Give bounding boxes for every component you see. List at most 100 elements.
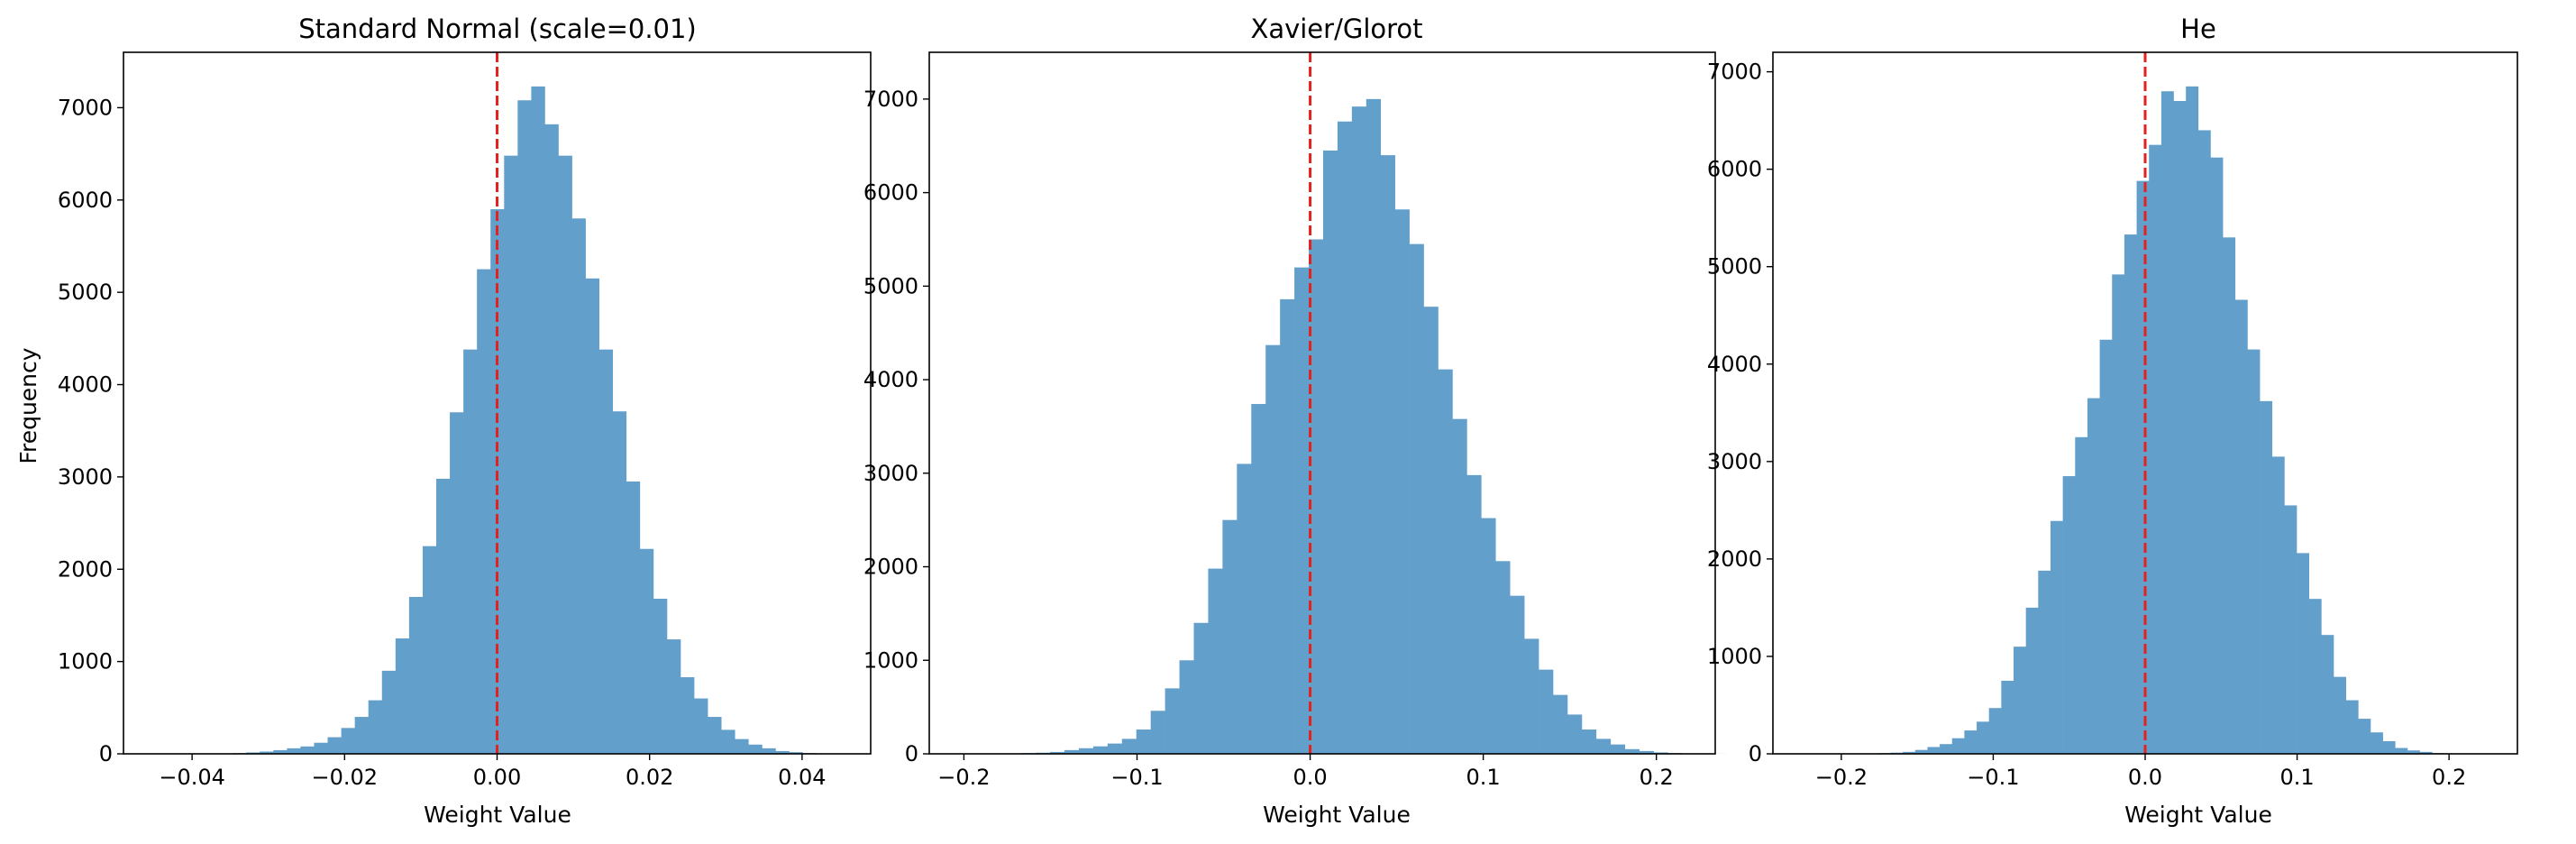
x-tick-label: −0.02	[312, 765, 379, 790]
histogram-bar	[1380, 155, 1395, 754]
histogram-bar	[2334, 676, 2346, 754]
histogram-bar	[477, 269, 491, 754]
histogram-bar	[381, 670, 397, 754]
x-tick-label: 0.0	[1293, 765, 1327, 790]
x-tick-label: 0.00	[473, 765, 521, 790]
panel-standard-normal: Standard Normal (scale=0.01) Weight Valu…	[15, 14, 697, 828]
y-tick-label: 4000	[863, 367, 918, 392]
histogram-bar	[775, 750, 790, 754]
histogram-bar	[2297, 553, 2310, 754]
histogram-bar	[653, 599, 668, 754]
histogram-bar	[748, 744, 763, 754]
histogram-bar	[1466, 474, 1482, 754]
x-tick-label: −0.04	[159, 765, 225, 790]
y-tick-label: 6000	[863, 180, 918, 206]
x-tick-label: 0.1	[1466, 765, 1501, 790]
histogram-bar	[708, 717, 722, 754]
histogram-bar	[1438, 369, 1453, 754]
histogram-bar	[1940, 744, 1953, 754]
xlabel-he: Weight Value	[2124, 802, 2272, 828]
histogram-bar	[571, 218, 586, 754]
histogram-bar	[2087, 398, 2100, 754]
histogram-bar	[1222, 519, 1238, 754]
title-he: He	[2180, 14, 2216, 44]
histogram-bar	[2050, 520, 2063, 754]
y-tick-label: 2000	[1707, 546, 1762, 572]
histogram-bar	[1903, 751, 1916, 754]
histogram-bar	[1610, 744, 1626, 754]
histogram-bar	[2075, 436, 2088, 754]
histogram-bar	[1251, 404, 1266, 754]
histogram-bar	[1977, 721, 1990, 754]
histogram-bar	[639, 548, 654, 754]
y-tick-label: 7000	[58, 95, 113, 120]
histogram-bar	[1539, 669, 1554, 754]
histogram-bar	[585, 278, 599, 755]
histogram-bar	[1078, 748, 1094, 754]
histogram-bar	[762, 748, 776, 754]
histogram-bar	[273, 749, 288, 754]
histogram-bar	[2234, 299, 2248, 754]
histogram-bar	[354, 717, 370, 754]
histogram-bar	[2407, 750, 2420, 754]
histogram-bar	[694, 698, 708, 754]
histogram-bar	[395, 638, 410, 754]
y-tick-label: 5000	[863, 273, 918, 298]
histogram-bar	[721, 729, 735, 754]
panel-xavier-glorot: Xavier/Glorot Weight Value	[1250, 14, 1422, 828]
xlabel-xavier-glorot: Weight Value	[1263, 802, 1411, 828]
y-tick-label: 3000	[1707, 449, 1762, 474]
histogram-bar	[544, 124, 559, 755]
histogram-bar	[598, 349, 614, 754]
x-tick-label: 0.1	[2279, 765, 2314, 790]
histogram-bar	[422, 546, 437, 754]
histogram-bar	[1553, 694, 1568, 754]
plot-area-standard-normal: −0.04 −0.02 0.00 0.02 0.04 0 1000 2000 3000 4000 5…	[58, 51, 872, 790]
y-tick-label: 2000	[58, 556, 113, 582]
y-tick-label: 5000	[1707, 254, 1762, 280]
histogram-bar	[1510, 595, 1525, 754]
histogram-bar	[1988, 708, 2002, 754]
y-tick-label: 1000	[863, 647, 918, 673]
histogram-bar	[1294, 267, 1310, 754]
histogram-bar	[1639, 750, 1654, 754]
histogram-bar	[1452, 418, 1467, 754]
histogram-bar	[2186, 86, 2199, 754]
histogram-bar	[260, 751, 274, 754]
histogram-bar	[435, 478, 451, 754]
histogram-bar	[2136, 180, 2150, 755]
histogram-bar	[1322, 150, 1338, 755]
axes-frame	[928, 51, 1716, 755]
histogram-bar	[1179, 660, 1194, 754]
histogram-bar	[2001, 680, 2014, 754]
histogram-bar	[1050, 751, 1065, 754]
histogram-bar	[314, 742, 328, 754]
histogram-bar	[368, 700, 383, 754]
histogram-bar	[2419, 751, 2433, 754]
y-tick-label: 6000	[1707, 157, 1762, 182]
histogram-bar	[1193, 622, 1209, 754]
histogram-bar	[1121, 738, 1137, 754]
histogram-bar	[1064, 749, 1080, 754]
histogram-bar	[1309, 239, 1324, 754]
x-tick-label: 0.2	[1640, 765, 1674, 790]
histogram-bar	[2247, 349, 2261, 754]
y-tick-label: 5000	[58, 280, 113, 305]
histogram-bar	[327, 737, 342, 754]
histogram-bar	[1495, 561, 1511, 754]
plot-area-he: −0.2 −0.1 0.0 0.1 0.2 0 1000 2000 3000 4000 5000 60…	[1707, 51, 2518, 790]
histogram-bar	[1927, 747, 1941, 754]
histogram-bar	[2395, 748, 2408, 754]
histogram-bar	[2260, 400, 2273, 754]
histogram-bar	[2062, 476, 2076, 754]
histogram-bar	[2197, 130, 2211, 754]
histogram-bar	[1951, 738, 1965, 754]
histogram-bar	[2160, 91, 2174, 754]
x-tick-label: 0.04	[778, 765, 826, 790]
histogram-bar	[2308, 599, 2322, 754]
histogram-bar	[341, 728, 355, 754]
histogram-bar	[735, 738, 749, 754]
histogram-bar	[612, 411, 627, 754]
x-tick-label: 0.2	[2432, 765, 2466, 790]
plot-area-xavier-glorot: −0.2 −0.1 0.0 0.1 0.2 0 1000 2000 3000 4000 5000 60…	[863, 51, 1726, 790]
